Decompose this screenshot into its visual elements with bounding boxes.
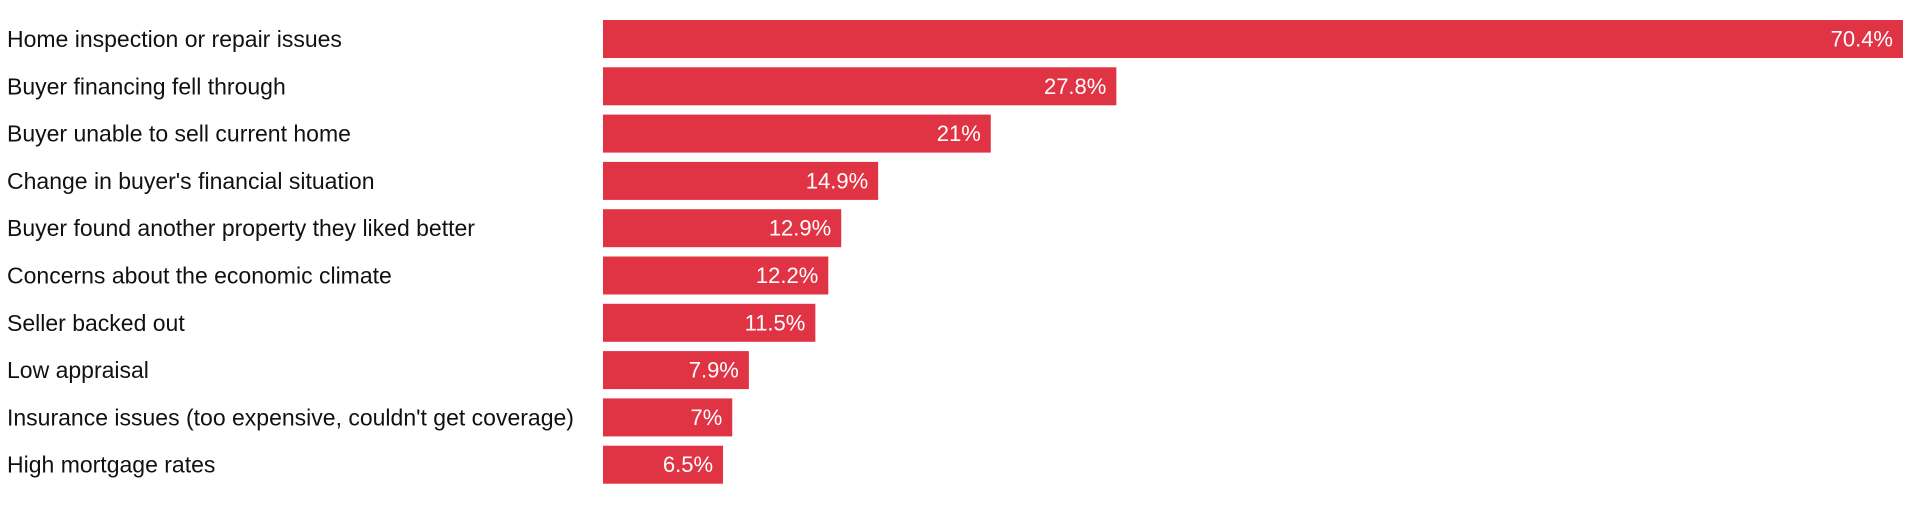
category-label: Change in buyer's financial situation	[7, 168, 375, 194]
value-label: 70.4%	[1831, 27, 1893, 52]
category-label: Home inspection or repair issues	[7, 26, 342, 52]
bar	[603, 20, 1903, 58]
category-label: Insurance issues (too expensive, couldn'…	[7, 404, 574, 430]
bar	[603, 445, 724, 484]
category-label: Low appraisal	[7, 357, 149, 383]
category-label: Seller backed out	[7, 310, 185, 336]
value-label: 12.2%	[756, 263, 818, 288]
bar	[603, 114, 991, 153]
bar	[603, 398, 733, 437]
category-label: Concerns about the economic climate	[7, 263, 392, 289]
bar	[603, 67, 1117, 106]
value-label: 7%	[690, 405, 722, 430]
category-label: High mortgage rates	[7, 452, 215, 478]
bar	[603, 303, 816, 342]
value-label: 7.9%	[689, 358, 739, 383]
value-label: 6.5%	[663, 452, 713, 477]
bar	[603, 161, 879, 200]
category-labels: Home inspection or repair issues Buyer fi…	[7, 26, 574, 478]
value-label: 21%	[937, 121, 981, 146]
bar	[603, 351, 749, 390]
value-label: 12.9%	[769, 216, 831, 241]
bar	[603, 256, 829, 295]
bars	[603, 20, 1903, 484]
bar	[603, 209, 842, 248]
category-label: Buyer unable to sell current home	[7, 121, 351, 147]
value-label: 27.8%	[1044, 74, 1106, 99]
value-label: 11.5%	[745, 310, 806, 335]
category-label: Buyer financing fell through	[7, 73, 286, 99]
value-labels: 70.4% 27.8% 21% 14.9% 12.9% 12.2% 11.5%7.9% 7% 6…	[663, 27, 1893, 478]
category-label: Buyer found another property they liked …	[7, 215, 475, 241]
value-label: 14.9%	[806, 168, 868, 193]
